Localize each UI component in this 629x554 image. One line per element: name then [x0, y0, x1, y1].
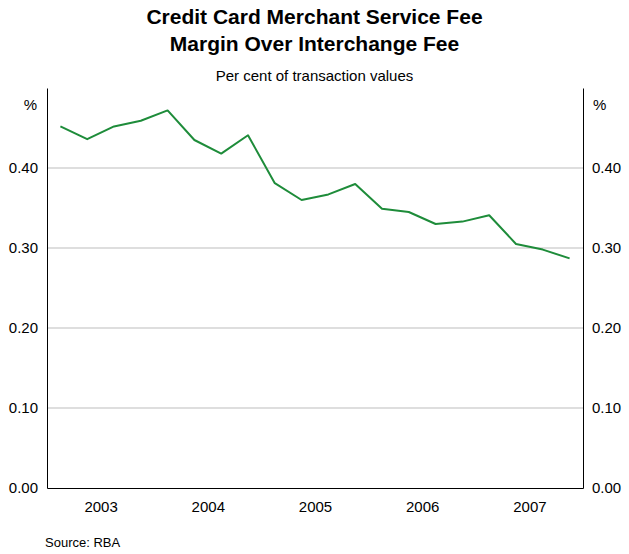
title: Credit Card Merchant Service Fee: [146, 5, 482, 28]
tick-label: 0.00: [592, 479, 621, 496]
tick: 2003: [84, 488, 117, 515]
tick-label: 0.20: [9, 319, 38, 336]
tick: 2005: [299, 488, 332, 515]
title: Margin Over Interchange Fee: [170, 32, 459, 55]
tick: 0.20: [583, 319, 621, 336]
tick: 0.00: [9, 479, 47, 496]
y-axis-left: 0.00 0.10 0.20 0.30 0.40: [9, 89, 48, 497]
axis-line: [48, 488, 584, 489]
tick-label: 2006: [406, 498, 439, 515]
tick: 0.30: [583, 239, 621, 256]
source: Source: RBA: [45, 535, 120, 550]
marks: [60, 110, 569, 258]
tick: 2006: [406, 488, 439, 515]
axis-line: [47, 89, 48, 489]
tick: 0.10: [583, 399, 621, 416]
tick: 0.10: [9, 399, 47, 416]
tick-label: 0.10: [592, 399, 621, 416]
grid-line: [47, 248, 583, 249]
tick: 0.20: [9, 319, 47, 336]
plot: 0.00 0.10 0.20 0.30 0.40 0.00 0.10 0.20 0.30 0.40…: [9, 89, 621, 515]
tick-label: 0.30: [9, 239, 38, 256]
tick: 0.30: [9, 239, 47, 256]
tick: 0.40: [9, 159, 47, 176]
x-axis: 2003 2004 2005 2006 2007: [48, 488, 584, 515]
tick-label: 2004: [192, 498, 225, 515]
axis-line: [583, 89, 584, 489]
tick-label: 2003: [84, 498, 117, 515]
tick-label: 0.40: [592, 159, 621, 176]
tick-label: 0.00: [9, 479, 38, 496]
y-axis-right: 0.00 0.10 0.20 0.30 0.40: [583, 89, 621, 497]
axis-unit: %: [24, 96, 37, 113]
tick-label: 2007: [513, 498, 546, 515]
tick-label: 0.30: [592, 239, 621, 256]
tick-label: 0.40: [9, 159, 38, 176]
axis-unit: %: [593, 96, 606, 113]
tick-label: 0.20: [592, 319, 621, 336]
tick: 2007: [513, 488, 546, 515]
chart: Credit Card Merchant Service Fee Margin O…: [0, 0, 629, 554]
grid-line: [47, 408, 583, 409]
tick: 0.40: [583, 159, 621, 176]
grid-line: [47, 168, 583, 169]
subtitle: Per cent of transaction values: [216, 67, 414, 84]
tick-label: 0.10: [9, 399, 38, 416]
grid-line: [47, 328, 583, 329]
tick: 0.00: [583, 479, 621, 496]
tick-label: 2005: [299, 498, 332, 515]
series-line: [60, 110, 569, 258]
tick: 2004: [192, 488, 225, 515]
